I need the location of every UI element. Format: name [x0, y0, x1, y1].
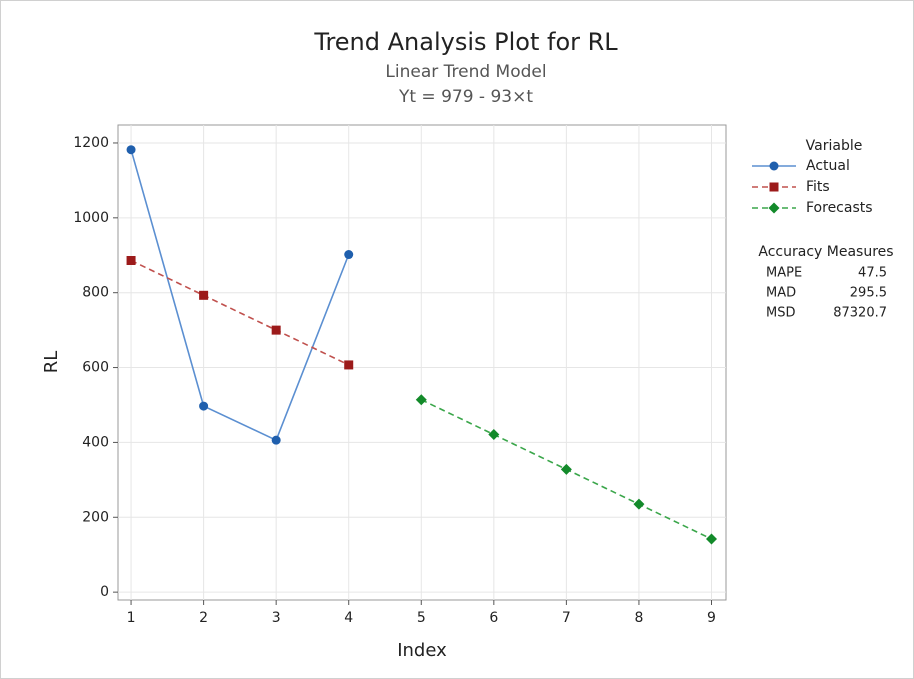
accuracy-title: Accuracy Measures: [758, 244, 893, 260]
accuracy-name: MSD: [766, 306, 795, 321]
x-tick-label: 6: [489, 610, 498, 626]
accuracy-value: 47.5: [858, 266, 887, 281]
legend-marker: [769, 182, 779, 192]
y-tick-label: 800: [82, 285, 109, 301]
y-tick-label: 200: [82, 509, 109, 525]
legend-title: Variable: [806, 138, 863, 154]
marker: [126, 256, 136, 266]
chart-subtitle: Linear Trend Model: [385, 62, 546, 82]
legend-marker: [769, 161, 779, 171]
chart-title: Trend Analysis Plot for RL: [313, 28, 618, 56]
x-tick-label: 7: [562, 610, 571, 626]
marker: [199, 290, 209, 300]
y-tick-label: 0: [100, 584, 109, 600]
x-tick-label: 3: [272, 610, 281, 626]
y-tick-label: 400: [82, 434, 109, 450]
series-line: [130, 259, 350, 366]
accuracy-name: MAPE: [766, 266, 802, 281]
plot-area: [117, 124, 727, 601]
accuracy-value: 295.5: [850, 286, 887, 301]
marker: [705, 533, 717, 545]
marker: [271, 435, 281, 445]
legend-label: Forecasts: [806, 200, 873, 216]
y-axis-label: RL: [41, 351, 62, 374]
chart-subtitle: Yt = 979 - 93×t: [398, 87, 533, 107]
x-tick-label: 1: [127, 610, 136, 626]
x-tick-label: 9: [707, 610, 716, 626]
x-tick-label: 5: [417, 610, 426, 626]
y-tick-label: 600: [82, 360, 109, 376]
marker: [560, 463, 572, 475]
y-tick-label: 1200: [73, 135, 109, 151]
x-tick-label: 4: [344, 610, 353, 626]
accuracy-value: 87320.7: [833, 306, 887, 321]
x-tick-label: 8: [634, 610, 643, 626]
x-tick-label: 2: [199, 610, 208, 626]
marker: [415, 394, 427, 406]
accuracy-name: MAD: [766, 286, 796, 301]
marker: [199, 401, 209, 411]
y-tick-label: 1000: [73, 210, 109, 226]
legend-marker: [768, 202, 780, 214]
marker: [344, 250, 354, 260]
legend-label: Fits: [806, 179, 830, 195]
marker: [126, 145, 136, 155]
x-axis-label: Index: [397, 640, 447, 661]
marker: [271, 325, 281, 335]
marker: [633, 498, 645, 510]
marker: [344, 360, 354, 370]
legend-label: Actual: [806, 158, 850, 174]
marker: [488, 429, 500, 441]
